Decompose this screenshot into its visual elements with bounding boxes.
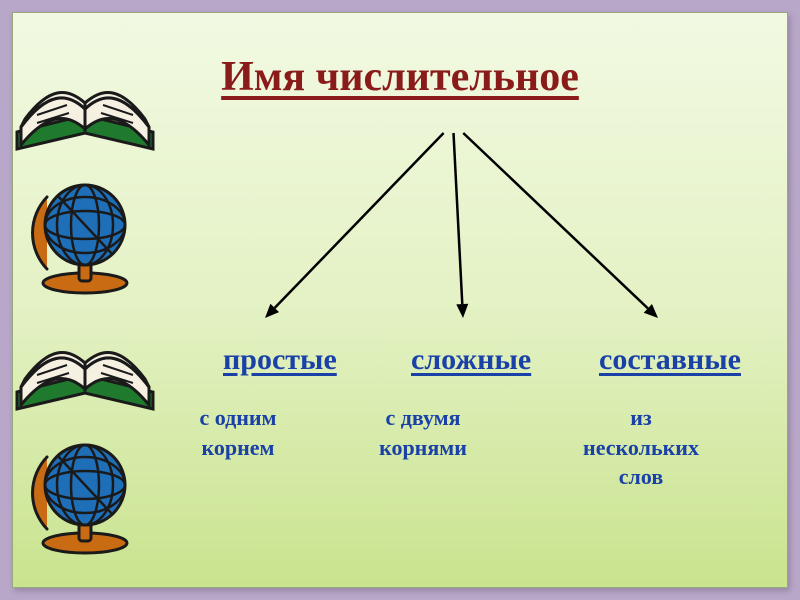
open-book-icon: [7, 37, 167, 167]
globe-icon: [7, 167, 167, 297]
open-book-icon: [7, 297, 167, 427]
category-description: с двумя корнями: [379, 403, 467, 462]
category-label: простые: [223, 343, 337, 377]
category-description: с одним корнем: [199, 403, 276, 462]
slide-frame: Имя числительное простыес одним корнемсл…: [0, 0, 800, 600]
globe-icon: [7, 427, 167, 557]
category-label: сложные: [411, 343, 531, 377]
category-description: из нескольких слов: [583, 403, 699, 492]
left-deco-column: [7, 37, 167, 567]
content-panel: Имя числительное простыес одним корнемсл…: [12, 12, 788, 588]
category-label: составные: [599, 343, 741, 377]
